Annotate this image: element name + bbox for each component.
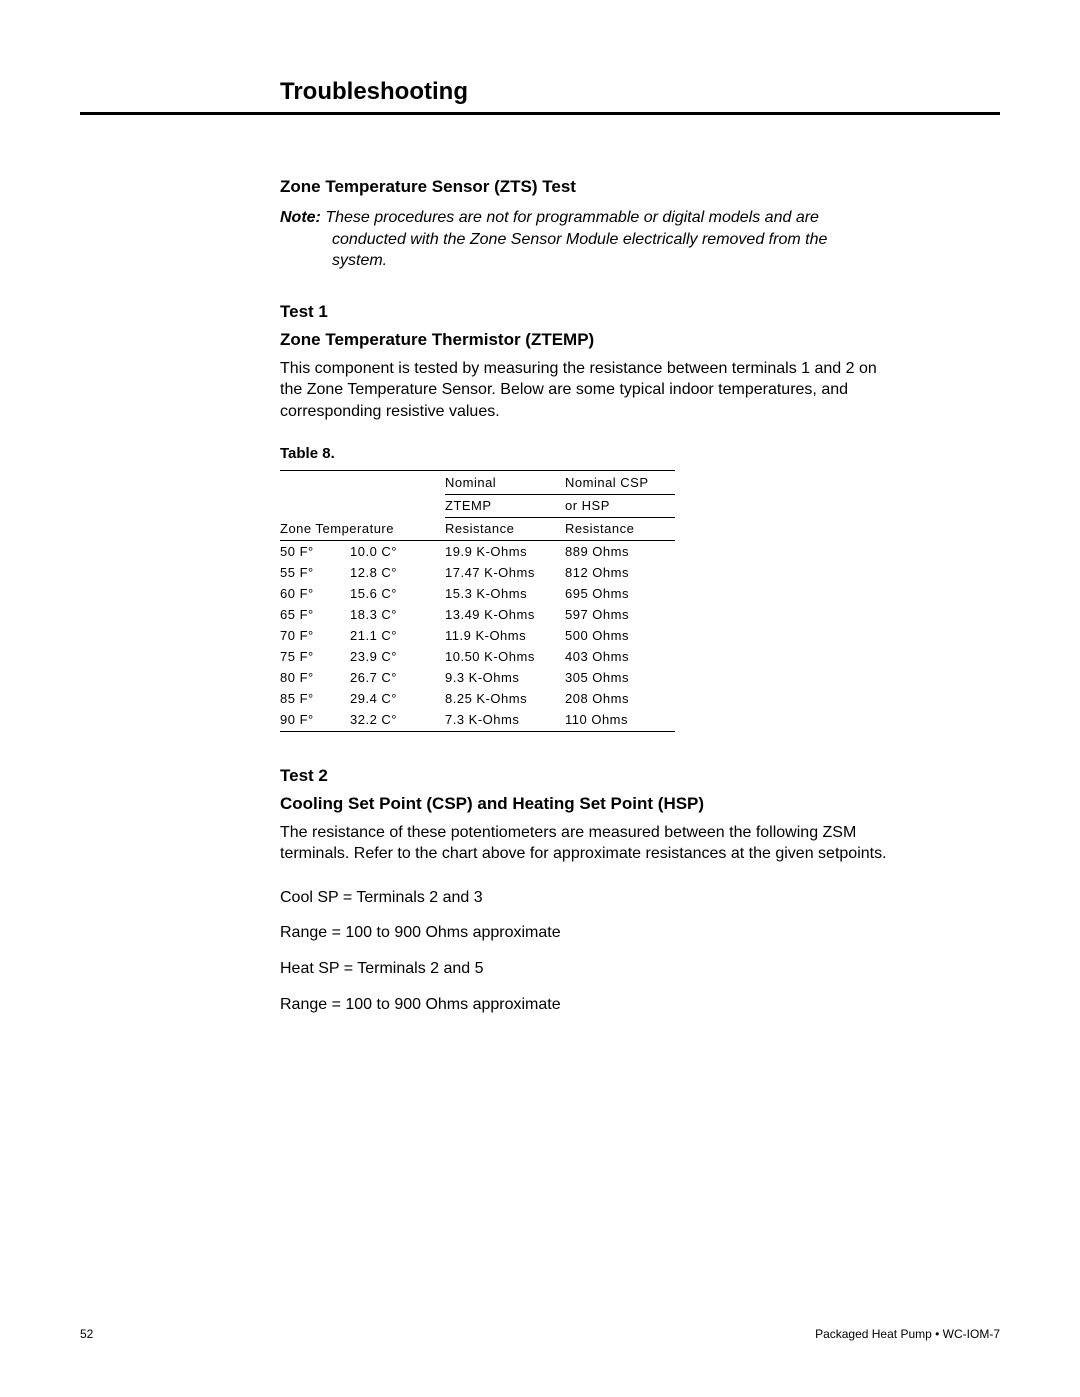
table-cell: 208 Ohms [565, 688, 675, 709]
test1-para: This component is tested by measuring th… [280, 358, 900, 423]
table-row: 55 F°12.8 C°17.47 K-Ohms812 Ohms [280, 562, 675, 583]
table-cell: 7.3 K-Ohms [445, 709, 565, 732]
th-zone-temp: Zone Temperature [280, 470, 445, 540]
table-row: 70 F°21.1 C°11.9 K-Ohms500 Ohms [280, 625, 675, 646]
note-label: Note: [280, 209, 321, 226]
th-ztemp-2: ZTEMP [445, 494, 565, 517]
table-cell: 15.3 K-Ohms [445, 583, 565, 604]
table-cell: 17.47 K-Ohms [445, 562, 565, 583]
th-csp-2: or HSP [565, 494, 675, 517]
test1-heading-a: Test 1 [280, 302, 900, 322]
table-row: 50 F°10.0 C°19.9 K-Ohms889 Ohms [280, 540, 675, 562]
table-cell: 85 F° [280, 688, 350, 709]
table-cell: 10.50 K-Ohms [445, 646, 565, 667]
table-cell: 19.9 K-Ohms [445, 540, 565, 562]
test2-heading-a: Test 2 [280, 766, 900, 786]
table-cell: 305 Ohms [565, 667, 675, 688]
table-cell: 500 Ohms [565, 625, 675, 646]
th-ztemp-3: Resistance [445, 517, 565, 540]
table-cell: 26.7 C° [350, 667, 445, 688]
table-cell: 812 Ohms [565, 562, 675, 583]
table-row: 80 F°26.7 C°9.3 K-Ohms305 Ohms [280, 667, 675, 688]
table-cell: 110 Ohms [565, 709, 675, 732]
content-area: Zone Temperature Sensor (ZTS) Test Note:… [280, 177, 900, 1015]
table-cell: 695 Ohms [565, 583, 675, 604]
page-number: 52 [80, 1327, 93, 1341]
test2-block: Test 2 Cooling Set Point (CSP) and Heati… [280, 766, 900, 1016]
th-csp-3: Resistance [565, 517, 675, 540]
resistance-table: Zone Temperature Nominal Nominal CSP ZTE… [280, 470, 675, 732]
table-cell: 11.9 K-Ohms [445, 625, 565, 646]
table-cell: 10.0 C° [350, 540, 445, 562]
table-cell: 403 Ohms [565, 646, 675, 667]
test2-line1: Cool SP = Terminals 2 and 3 [280, 887, 900, 909]
table-cell: 32.2 C° [350, 709, 445, 732]
doc-id: Packaged Heat Pump • WC-IOM-7 [815, 1327, 1000, 1341]
test2-line4: Range = 100 to 900 Ohms approximate [280, 994, 900, 1016]
chapter-title: Troubleshooting [280, 78, 1000, 106]
table-cell: 29.4 C° [350, 688, 445, 709]
table-cell: 21.1 C° [350, 625, 445, 646]
table-cell: 60 F° [280, 583, 350, 604]
table-cell: 23.9 C° [350, 646, 445, 667]
table-cell: 70 F° [280, 625, 350, 646]
note-line2: conducted with the Zone Sensor Module el… [332, 229, 900, 251]
th-ztemp-1: Nominal [445, 470, 565, 494]
table-caption: Table 8. [280, 445, 900, 462]
table-cell: 65 F° [280, 604, 350, 625]
title-rule [80, 112, 1000, 115]
table-cell: 9.3 K-Ohms [445, 667, 565, 688]
table-cell: 90 F° [280, 709, 350, 732]
table-row: 75 F°23.9 C°10.50 K-Ohms403 Ohms [280, 646, 675, 667]
table-cell: 50 F° [280, 540, 350, 562]
table-cell: 15.6 C° [350, 583, 445, 604]
zts-note: Note: These procedures are not for progr… [280, 207, 900, 272]
table-cell: 12.8 C° [350, 562, 445, 583]
test2-heading-b: Cooling Set Point (CSP) and Heating Set … [280, 794, 900, 814]
table-row: 85 F°29.4 C°8.25 K-Ohms208 Ohms [280, 688, 675, 709]
table-cell: 18.3 C° [350, 604, 445, 625]
table-cell: 597 Ohms [565, 604, 675, 625]
note-line1: These procedures are not for programmabl… [325, 209, 819, 226]
th-csp-1: Nominal CSP [565, 470, 675, 494]
test2-line2: Range = 100 to 900 Ohms approximate [280, 922, 900, 944]
table-cell: 55 F° [280, 562, 350, 583]
table-cell: 13.49 K-Ohms [445, 604, 565, 625]
note-line3: system. [332, 250, 900, 272]
footer: 52 Packaged Heat Pump • WC-IOM-7 [80, 1327, 1000, 1341]
test2-line3: Heat SP = Terminals 2 and 5 [280, 958, 900, 980]
table-row: 65 F°18.3 C°13.49 K-Ohms597 Ohms [280, 604, 675, 625]
table-body: 50 F°10.0 C°19.9 K-Ohms889 Ohms55 F°12.8… [280, 540, 675, 731]
table-row: 60 F°15.6 C°15.3 K-Ohms695 Ohms [280, 583, 675, 604]
page: Troubleshooting Zone Temperature Sensor … [0, 0, 1080, 1015]
zts-heading: Zone Temperature Sensor (ZTS) Test [280, 177, 900, 197]
table-cell: 75 F° [280, 646, 350, 667]
table-row: 90 F°32.2 C°7.3 K-Ohms110 Ohms [280, 709, 675, 732]
table-cell: 80 F° [280, 667, 350, 688]
table-cell: 889 Ohms [565, 540, 675, 562]
table-cell: 8.25 K-Ohms [445, 688, 565, 709]
test1-heading-b: Zone Temperature Thermistor (ZTEMP) [280, 330, 900, 350]
test2-para: The resistance of these potentiometers a… [280, 822, 900, 865]
